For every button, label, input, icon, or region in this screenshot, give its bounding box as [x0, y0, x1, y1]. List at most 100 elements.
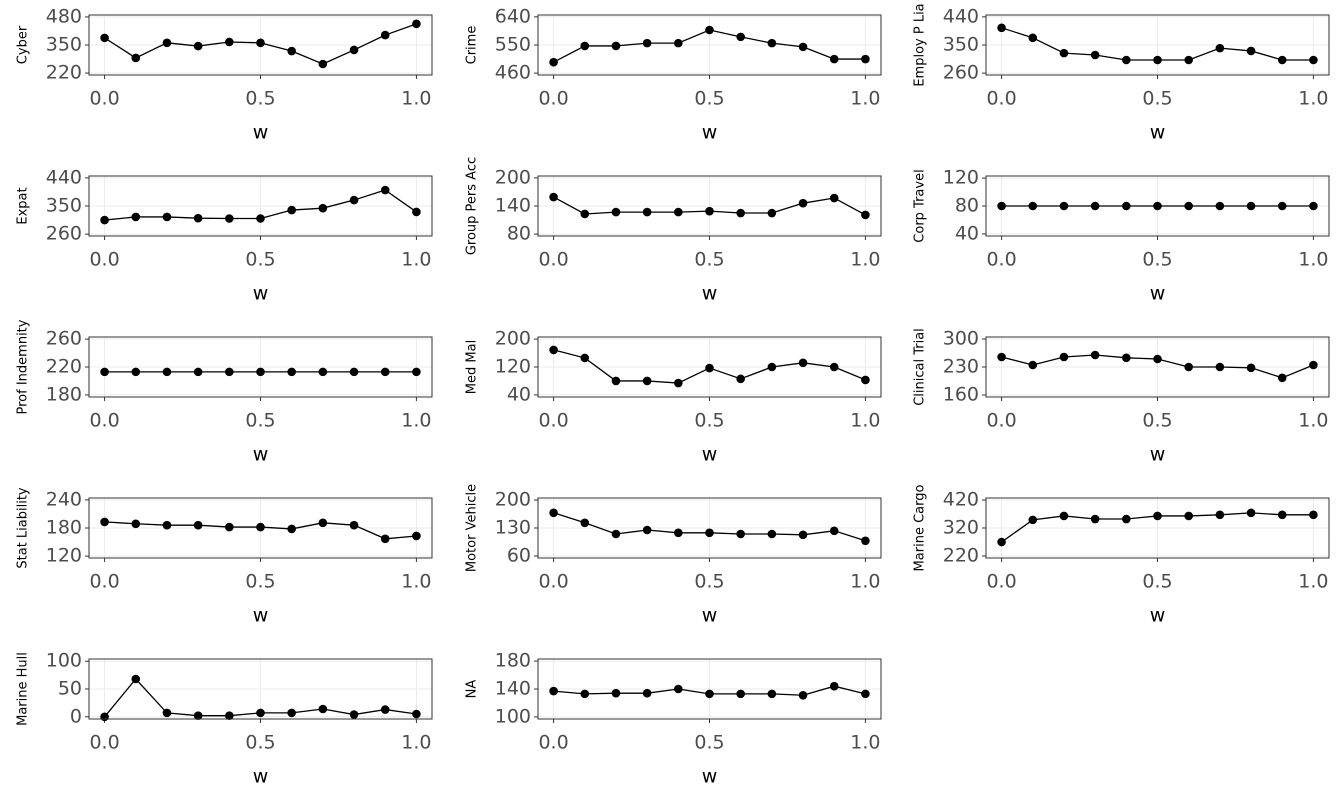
data-point [225, 37, 234, 47]
panel-border [88, 175, 433, 237]
data-point [131, 674, 141, 684]
y-axis-label: Expat [16, 187, 31, 224]
data-point [580, 689, 590, 699]
data-point [642, 207, 652, 217]
data-point [1122, 353, 1131, 363]
panel-border [537, 658, 882, 720]
data-point [100, 33, 109, 43]
panel-border [985, 336, 1330, 398]
data-point [162, 212, 172, 222]
y-tick-label: 300 [943, 328, 979, 350]
data-point [349, 45, 359, 55]
panel-border [88, 497, 433, 559]
x-tick-label: 0.0 [986, 249, 1016, 271]
data-point [580, 518, 590, 528]
data-point [1246, 363, 1256, 373]
y-axis-label: Marine Hull [16, 652, 31, 726]
x-tick-label: 0.5 [245, 249, 275, 271]
x-tick-label: 1.0 [1298, 571, 1328, 593]
x-tick-label: 0.5 [245, 88, 275, 110]
data-point [100, 367, 109, 377]
data-point [798, 358, 808, 368]
data-point [861, 375, 870, 385]
x-tick-label: 0.0 [986, 410, 1016, 432]
data-point [798, 198, 808, 208]
data-point [1090, 50, 1100, 60]
data-point [380, 30, 390, 40]
y-axis-label: Motor Vehicle [465, 484, 480, 572]
x-tick-label: 1.0 [401, 732, 431, 754]
data-point [861, 210, 870, 220]
data-point [736, 32, 745, 42]
data-point [1277, 55, 1287, 65]
x-tick-label: 1.0 [850, 88, 880, 110]
data-point [997, 537, 1006, 547]
y-tick-label: 50 [58, 678, 82, 700]
panel-border [537, 14, 882, 76]
panel-border [985, 14, 1330, 76]
data-point [349, 367, 359, 377]
y-tick-label: 80 [955, 195, 979, 217]
data-point [767, 689, 777, 699]
x-axis-label: w [253, 122, 269, 144]
data-point [611, 207, 621, 217]
data-point [798, 690, 808, 700]
data-point [1153, 201, 1162, 211]
y-tick-label: 120 [495, 356, 531, 378]
y-tick-label: 180 [495, 650, 531, 672]
y-tick-label: 420 [943, 488, 979, 510]
panel: 460 550 640 0.0 0.5 1.0 w Crime [465, 5, 882, 144]
y-tick-label: 640 [495, 5, 531, 27]
y-tick-label: 440 [46, 166, 82, 188]
data-point [829, 681, 839, 691]
data-point [861, 536, 870, 546]
y-tick-label: 440 [943, 5, 979, 27]
y-tick-label: 550 [495, 34, 531, 56]
y-tick-label: 260 [943, 62, 979, 84]
data-point [412, 367, 421, 377]
data-point [1184, 511, 1193, 521]
data-point [162, 520, 172, 530]
x-tick-label: 0.5 [1142, 88, 1172, 110]
data-point [225, 214, 234, 223]
y-axis-label: Employ P Lia [913, 3, 928, 86]
data-point [674, 378, 683, 388]
data-point [611, 529, 621, 539]
y-tick-label: 140 [495, 678, 531, 700]
panel: 220 320 420 0.0 0.5 1.0 w Marine Cargo [913, 485, 1330, 627]
panel-border [985, 497, 1330, 559]
data-point [193, 213, 203, 223]
data-point [1153, 354, 1162, 364]
data-point [1090, 514, 1100, 524]
y-tick-label: 320 [943, 517, 979, 539]
y-axis-label: Clinical Trial [913, 328, 928, 406]
data-point [131, 212, 141, 222]
x-tick-label: 1.0 [1298, 88, 1328, 110]
x-tick-label: 0.5 [694, 88, 724, 110]
data-point [580, 353, 590, 363]
y-tick-label: 120 [943, 167, 979, 189]
data-point [162, 708, 172, 718]
y-axis-label: Prof Indemnity [16, 319, 31, 414]
data-point [193, 367, 203, 377]
data-point [1309, 510, 1318, 520]
data-point [287, 46, 296, 56]
data-point [674, 684, 683, 694]
x-tick-label: 0.5 [245, 410, 275, 432]
data-point [580, 41, 590, 51]
data-point [997, 201, 1006, 211]
x-axis-label: w [1150, 122, 1166, 144]
x-tick-label: 1.0 [1298, 410, 1328, 432]
data-point [193, 711, 203, 720]
data-point [287, 524, 296, 534]
panel: 120 180 240 0.0 0.5 1.0 w Stat Liability [16, 487, 433, 627]
data-point [162, 38, 172, 48]
x-axis-label: w [253, 605, 269, 627]
data-point [256, 38, 265, 48]
x-tick-label: 0.0 [89, 732, 119, 754]
x-axis-label: w [253, 766, 269, 788]
x-axis-label: w [1150, 605, 1166, 627]
data-point [674, 38, 683, 48]
data-point [412, 531, 421, 541]
